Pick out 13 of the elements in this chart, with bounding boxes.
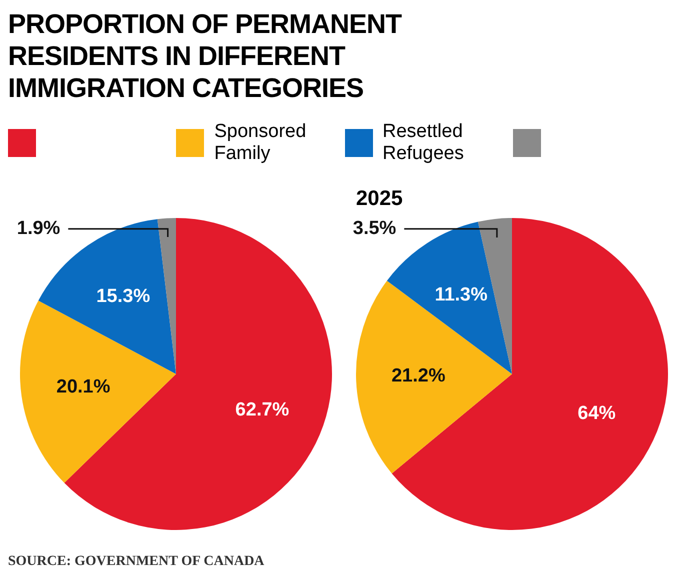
legend-label: Resettled Refugees <box>382 121 465 165</box>
legend-label: Sponsored Family <box>214 121 308 165</box>
data-label: 21.2% <box>391 366 446 387</box>
data-label: 1.9% <box>16 218 60 240</box>
data-label: 20.1% <box>56 376 110 398</box>
data-label: 64% <box>578 403 616 424</box>
data-label: 62.7% <box>235 400 290 421</box>
data-label: 15.3% <box>96 286 150 307</box>
data-label: 3.5% <box>352 218 396 240</box>
source-note: SOURCE: GOVERNMENT OF CANADA <box>8 554 264 569</box>
data-label: 11.3% <box>434 284 488 306</box>
chart-title: PROPORTION OF PERMANENT RESIDENTS IN DIFFERENT IMMIGRATION CATEGORIES <box>8 8 403 104</box>
chart-title: 2025 <box>356 187 403 210</box>
